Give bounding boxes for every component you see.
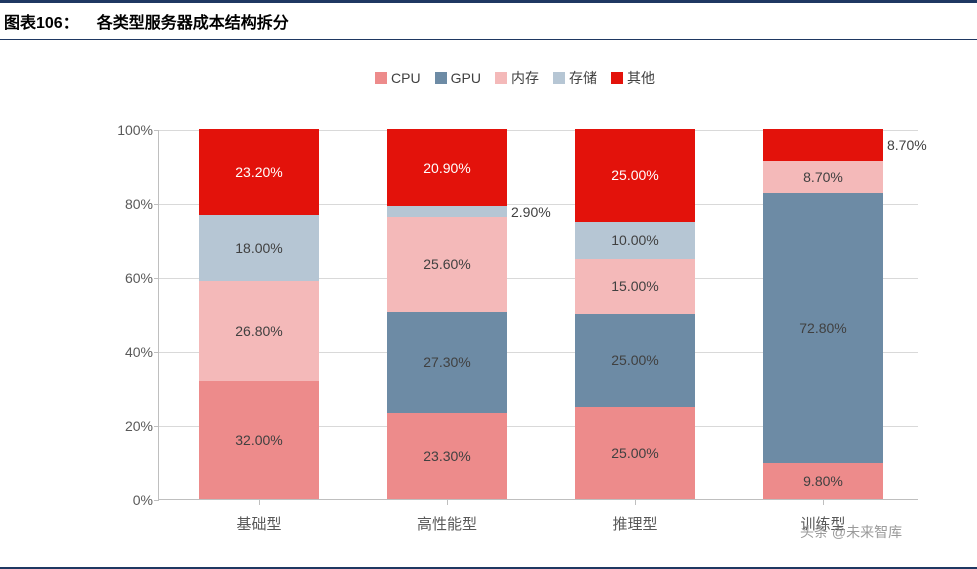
bar-segment-mem: 8.70% [763,161,883,193]
bar-segment-mem: 15.00% [575,259,695,315]
legend-item-cpu: CPU [375,68,421,88]
title-text: 各类型服务器成本结构拆分 [97,9,289,33]
legend-label: GPU [451,70,481,86]
legend-label: 存储 [569,68,597,88]
segment-label: 20.90% [423,160,470,176]
segment-label: 8.70% [803,169,843,185]
segment-label: 25.60% [423,256,470,272]
y-tick-mark [154,352,159,353]
segment-label: 25.00% [611,445,658,461]
bar-segment-other: 20.90% [387,129,507,206]
legend-item-store: 存储 [553,68,597,88]
bar-segment-other: 8.70% [763,129,883,161]
y-tick-label: 80% [101,196,153,212]
bar-group: 推理型25.00%25.00%15.00%10.00%25.00% [575,129,695,499]
segment-label: 25.00% [611,352,658,368]
bar-segment-store: 2.90% [387,206,507,217]
segment-label: 23.20% [235,164,282,180]
legend-item-other: 其他 [611,68,655,88]
bar-segment-cpu: 23.30% [387,413,507,499]
x-category-label: 高性能型 [417,513,477,534]
x-tick-mark [635,499,636,505]
bar-segment-store: 10.00% [575,222,695,259]
bar-segment-other: 25.00% [575,129,695,222]
legend: CPU GPU 内存 存储 其他 [80,68,950,88]
y-tick-label: 100% [101,122,153,138]
bar-segment-mem: 25.60% [387,217,507,312]
y-tick-label: 20% [101,418,153,434]
segment-label: 15.00% [611,278,658,294]
segment-label: 26.80% [235,323,282,339]
legend-swatch-other [611,72,623,84]
segment-label: 18.00% [235,240,282,256]
segment-label: 27.30% [423,354,470,370]
y-tick-mark [154,204,159,205]
bar-segment-cpu: 32.00% [199,381,319,499]
bar-segment-gpu: 27.30% [387,312,507,413]
bar-segment-cpu: 25.00% [575,407,695,500]
x-tick-mark [823,499,824,505]
segment-label: 25.00% [611,167,658,183]
segment-label: 72.80% [799,320,846,336]
title-prefix: 图表106： [4,9,79,33]
legend-label: CPU [391,70,421,86]
segment-label: 9.80% [803,473,843,489]
legend-swatch-gpu [435,72,447,84]
bar-group: 高性能型23.30%27.30%25.60%2.90%20.90% [387,129,507,499]
y-tick-mark [154,278,159,279]
y-tick-mark [154,500,159,501]
segment-label: 23.30% [423,448,470,464]
x-category-label: 基础型 [236,513,281,534]
legend-swatch-cpu [375,72,387,84]
legend-item-mem: 内存 [495,68,539,88]
legend-item-gpu: GPU [435,68,481,88]
segment-label: 32.00% [235,432,282,448]
x-category-label: 推理型 [612,513,657,534]
y-tick-label: 0% [101,492,153,508]
bar-segment-gpu: 25.00% [575,314,695,407]
segment-label: 2.90% [511,204,551,220]
x-tick-mark [259,499,260,505]
legend-label: 其他 [627,68,655,88]
bar-segment-mem: 26.80% [199,281,319,380]
y-tick-label: 60% [101,270,153,286]
bar-segment-cpu: 9.80% [763,463,883,499]
watermark: 头条 @未来智库 [800,522,902,542]
x-tick-mark [447,499,448,505]
bar-segment-store: 18.00% [199,215,319,282]
legend-swatch-mem [495,72,507,84]
y-tick-mark [154,130,159,131]
legend-swatch-store [553,72,565,84]
legend-label: 内存 [511,68,539,88]
segment-label: 10.00% [611,232,658,248]
y-tick-label: 40% [101,344,153,360]
bar-group: 训练型9.80%72.80%8.70%8.70% [763,129,883,499]
y-tick-mark [154,426,159,427]
bar-segment-other: 23.20% [199,129,319,215]
bar-segment-gpu: 72.80% [763,193,883,462]
chart-title-bar: 图表106： 各类型服务器成本结构拆分 [0,0,977,40]
chart-area: CPU GPU 内存 存储 其他 0% 20% 40% 60% 80% 100% 基础型 32.00%… [80,60,950,540]
plot-area: 0%20%40%60%80%100%基础型32.00%26.80%18.00%2… [158,130,918,500]
bar-group: 基础型32.00%26.80%18.00%23.20% [199,129,319,499]
segment-label: 8.70% [887,137,927,153]
